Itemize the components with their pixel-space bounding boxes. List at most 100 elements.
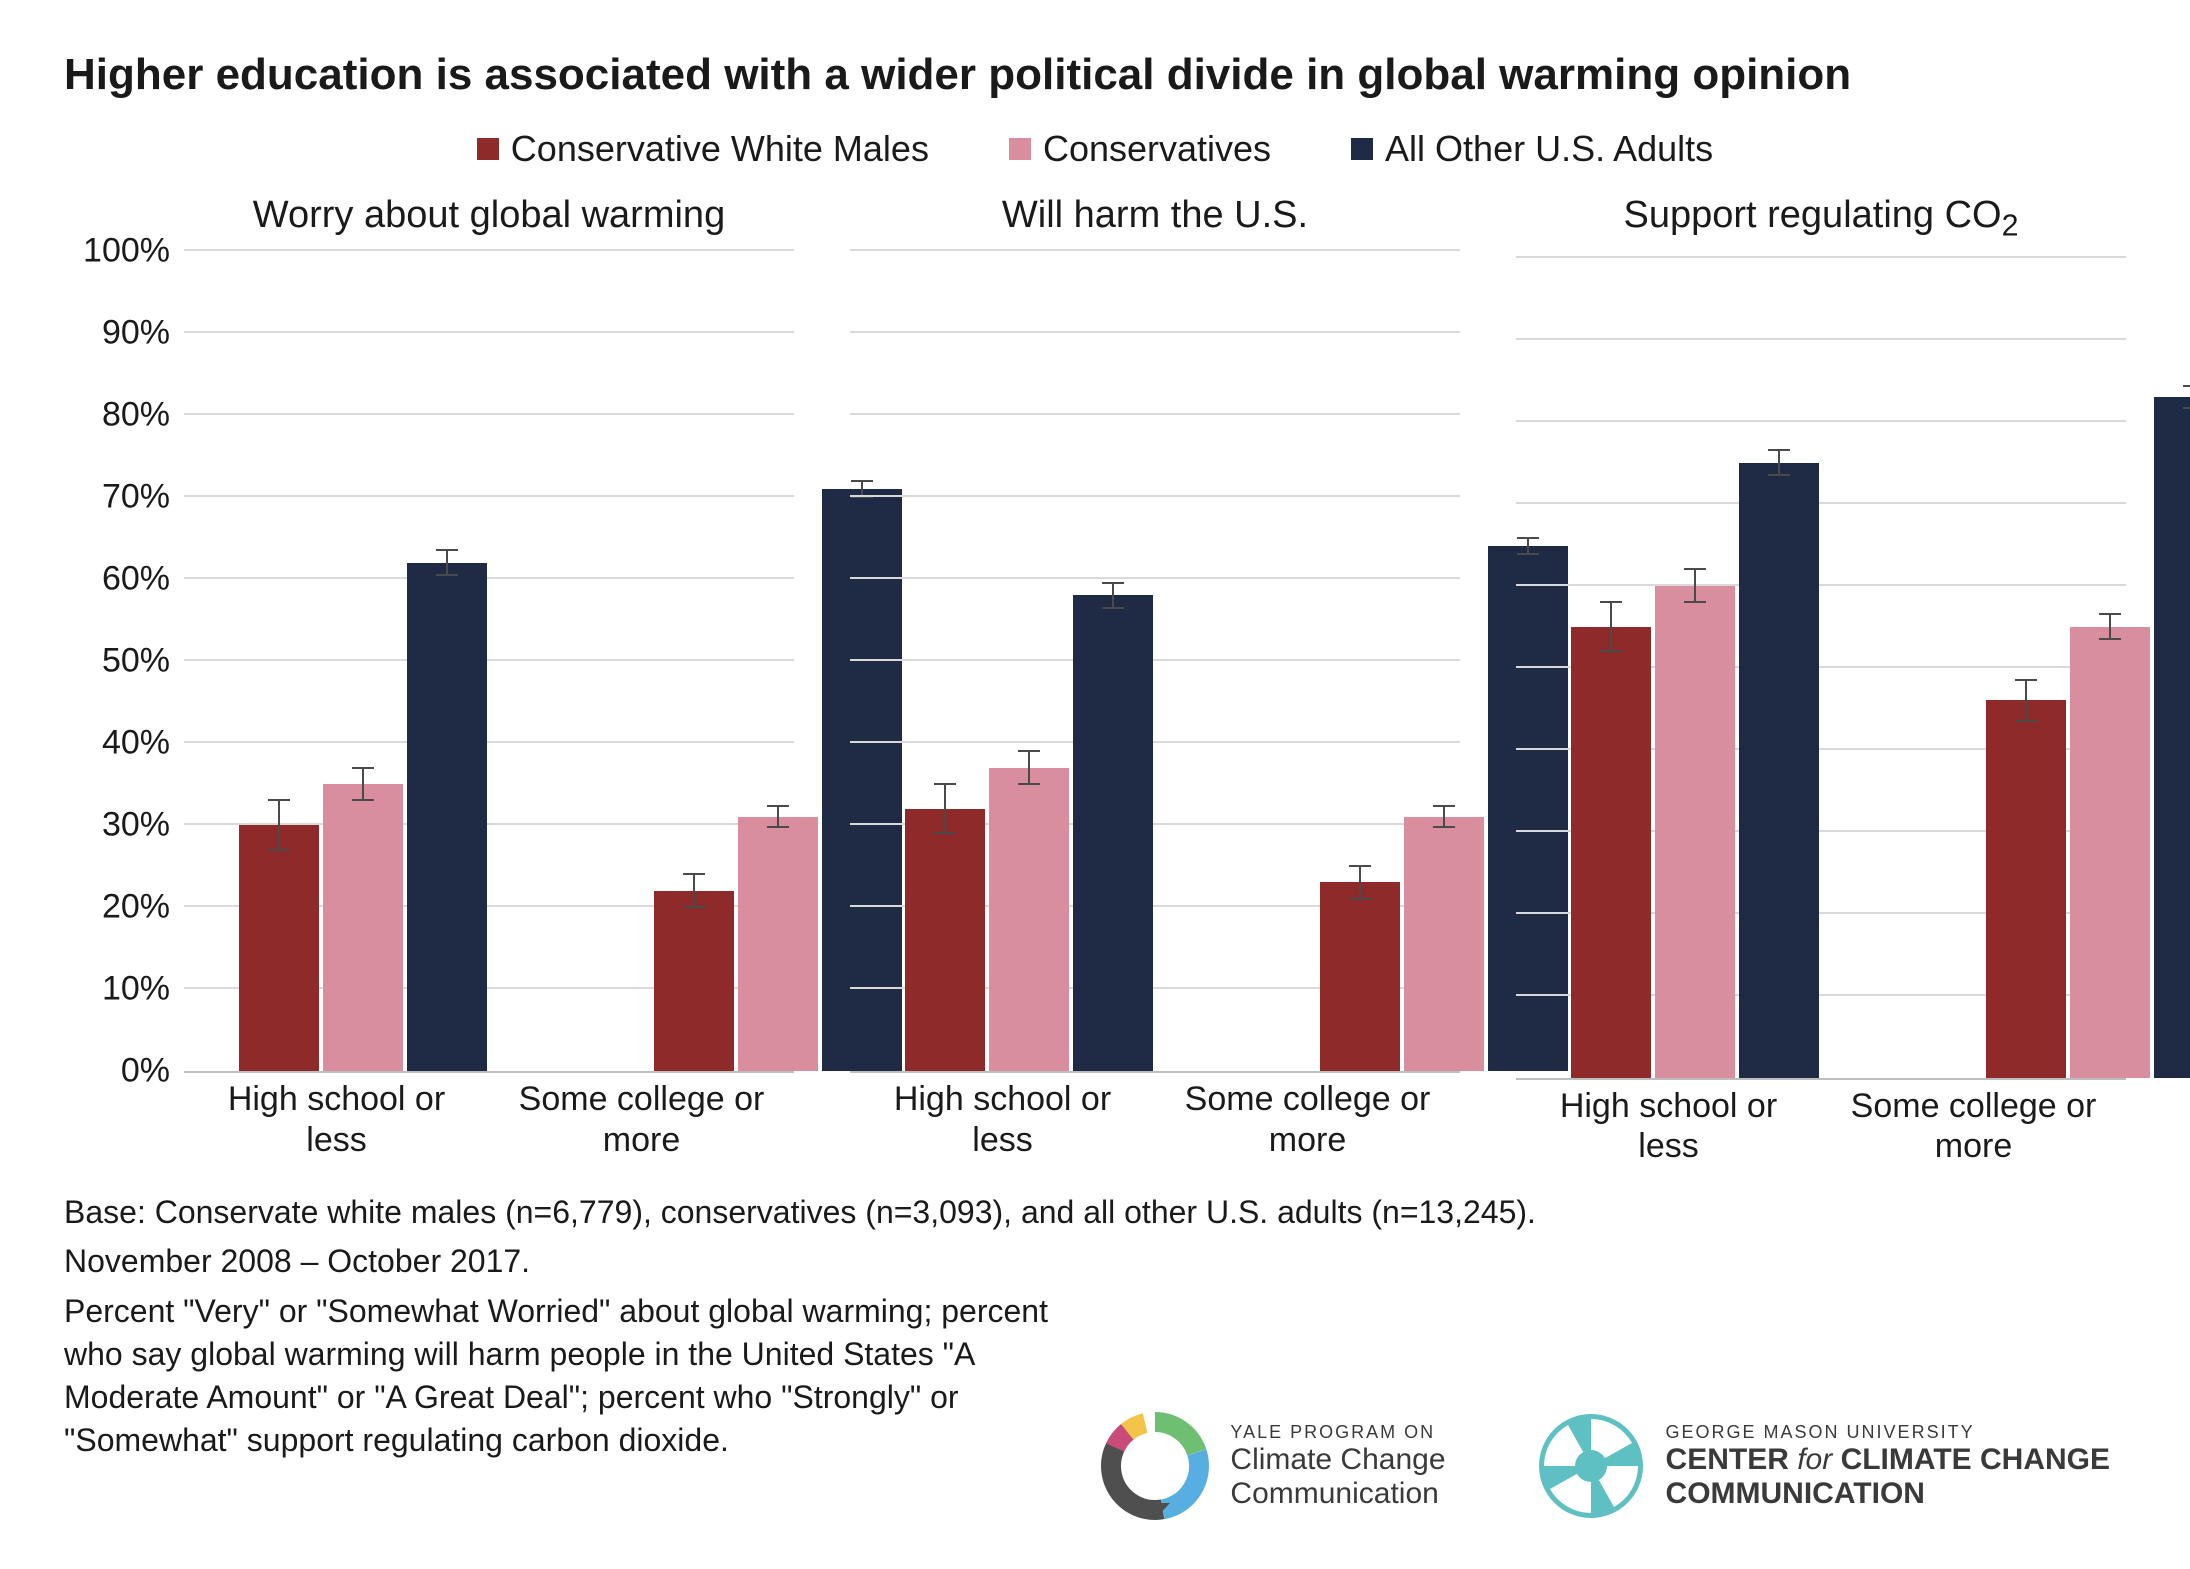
bars-group bbox=[905, 595, 1153, 1071]
panel-title: Will harm the U.S. bbox=[1002, 194, 1308, 237]
error-bar bbox=[944, 784, 946, 833]
gmu-logo-text: GEORGE MASON UNIVERSITY CENTER for CLIMA… bbox=[1666, 1422, 2110, 1511]
footnote-base: Base: Conservate white males (n=6,779), … bbox=[64, 1191, 2126, 1234]
error-cap bbox=[436, 549, 458, 551]
bars-group bbox=[1986, 397, 2190, 1078]
error-cap bbox=[1600, 650, 1622, 652]
error-cap bbox=[1684, 568, 1706, 570]
legend-swatch bbox=[477, 138, 499, 160]
error-bar bbox=[1359, 866, 1361, 899]
gmu-pinwheel-icon bbox=[1536, 1411, 1646, 1521]
yale-logo: YALE PROGRAM ON Climate Change Communica… bbox=[1100, 1411, 1445, 1521]
bars-group bbox=[1571, 463, 1819, 1078]
footnote-defs: Percent "Very" or "Somewhat Worried" abo… bbox=[64, 1290, 1084, 1463]
error-cap bbox=[268, 799, 290, 801]
error-cap bbox=[1433, 805, 1455, 807]
gmu-logo: GEORGE MASON UNIVERSITY CENTER for CLIMA… bbox=[1536, 1411, 2110, 1521]
error-bar bbox=[2025, 680, 2027, 721]
bar bbox=[738, 817, 818, 1071]
error-bar bbox=[446, 550, 448, 575]
x-label: High school orless bbox=[1516, 1078, 1821, 1168]
gmu-logo-line1: CENTER for CLIMATE CHANGE bbox=[1666, 1443, 2110, 1477]
error-cap bbox=[683, 906, 705, 908]
bar-cluster bbox=[489, 251, 794, 1071]
panel-title: Worry about global warming bbox=[253, 194, 725, 237]
y-tick-label: 90% bbox=[102, 314, 170, 353]
error-cap bbox=[1684, 601, 1706, 603]
plot-area bbox=[850, 251, 1460, 1073]
bar bbox=[1739, 463, 1819, 1078]
yale-logo-sup: YALE PROGRAM ON bbox=[1230, 1422, 1445, 1443]
error-bar bbox=[1112, 583, 1114, 608]
plot-area bbox=[1516, 258, 2126, 1080]
error-cap bbox=[1349, 898, 1371, 900]
legend: Conservative White Males Conservatives All… bbox=[64, 128, 2126, 170]
bar-cluster bbox=[1516, 258, 1821, 1078]
error-bar bbox=[1028, 751, 1030, 784]
y-axis: 0%10%20%30%40%50%60%70%80%90%100% bbox=[64, 251, 184, 1071]
error-cap bbox=[2099, 638, 2121, 640]
legend-item: Conservative White Males bbox=[477, 128, 929, 170]
error-bar bbox=[1610, 602, 1612, 651]
error-cap bbox=[767, 805, 789, 807]
error-cap bbox=[1433, 826, 1455, 828]
error-cap bbox=[268, 849, 290, 851]
error-cap bbox=[683, 873, 705, 875]
page: Higher education is associated with a wi… bbox=[0, 0, 2190, 1569]
legend-swatch bbox=[1351, 138, 1373, 160]
y-tick-label: 100% bbox=[83, 232, 170, 271]
error-cap bbox=[1018, 750, 1040, 752]
bar-cluster bbox=[184, 251, 489, 1071]
bar bbox=[1986, 700, 2066, 1077]
clusters bbox=[184, 251, 794, 1071]
y-tick-label: 70% bbox=[102, 478, 170, 517]
error-cap bbox=[1018, 783, 1040, 785]
clusters bbox=[850, 251, 1460, 1071]
bar bbox=[407, 563, 487, 1071]
bar bbox=[239, 825, 319, 1071]
bar bbox=[1571, 627, 1651, 1078]
bar bbox=[1073, 595, 1153, 1071]
bar-cluster bbox=[1155, 251, 1460, 1071]
legend-item: Conservatives bbox=[1009, 128, 1271, 170]
bar bbox=[1655, 586, 1735, 1078]
gmu-logo-line2: COMMUNICATION bbox=[1666, 1477, 2110, 1511]
x-label: Some college ormore bbox=[489, 1071, 794, 1161]
error-cap bbox=[1768, 449, 1790, 451]
legend-swatch bbox=[1009, 138, 1031, 160]
y-tick-label: 0% bbox=[121, 1052, 170, 1091]
error-cap bbox=[2183, 385, 2190, 387]
y-tick-label: 30% bbox=[102, 806, 170, 845]
y-tick-label: 80% bbox=[102, 396, 170, 435]
bar-cluster bbox=[1821, 258, 2126, 1078]
yale-logo-line1: Climate Change bbox=[1230, 1443, 1445, 1477]
error-cap bbox=[2015, 720, 2037, 722]
chart-wrap bbox=[850, 251, 1460, 1071]
x-label: High school orless bbox=[850, 1071, 1155, 1161]
x-label: Some college ormore bbox=[1155, 1071, 1460, 1161]
y-tick-label: 20% bbox=[102, 888, 170, 927]
error-cap bbox=[2099, 613, 2121, 615]
bar bbox=[654, 891, 734, 1071]
error-bar bbox=[777, 806, 779, 827]
chart-panel: Will harm the U.S. High school orlessSome… bbox=[850, 188, 1460, 1167]
error-cap bbox=[2183, 407, 2190, 409]
clusters bbox=[1516, 258, 2126, 1078]
bar bbox=[1320, 882, 1400, 1071]
yale-logo-text: YALE PROGRAM ON Climate Change Communica… bbox=[1230, 1422, 1445, 1511]
panels-row: Worry about global warming 0%10%20%30%40%… bbox=[64, 188, 2126, 1167]
legend-label: All Other U.S. Adults bbox=[1385, 128, 1713, 170]
chart-wrap: 0%10%20%30%40%50%60%70%80%90%100% bbox=[184, 251, 794, 1071]
error-bar bbox=[1443, 806, 1445, 827]
y-tick-label: 60% bbox=[102, 560, 170, 599]
bar bbox=[2154, 397, 2190, 1078]
y-tick-label: 10% bbox=[102, 970, 170, 1009]
chart-panel: Worry about global warming 0%10%20%30%40%… bbox=[184, 188, 794, 1167]
footnote-dates: November 2008 – October 2017. bbox=[64, 1240, 2126, 1283]
bar bbox=[905, 809, 985, 1071]
error-cap bbox=[767, 826, 789, 828]
bars-group bbox=[239, 563, 487, 1071]
chart-panel: Support regulating CO2High school orless… bbox=[1516, 188, 2126, 1167]
error-cap bbox=[934, 832, 956, 834]
plot-area bbox=[184, 251, 794, 1073]
